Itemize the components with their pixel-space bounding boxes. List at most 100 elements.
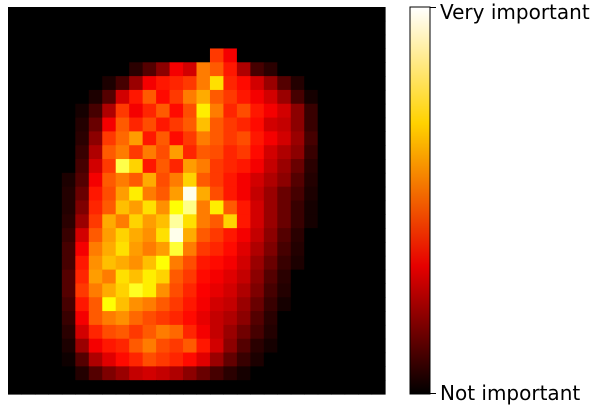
heatmap-cell bbox=[8, 269, 23, 285]
heatmap-cell bbox=[371, 269, 386, 285]
heatmap-cell bbox=[263, 366, 278, 381]
heatmap-cell bbox=[358, 241, 373, 257]
heatmap-cell bbox=[75, 7, 90, 22]
heatmap-cell bbox=[169, 89, 184, 105]
heatmap-cell bbox=[142, 297, 157, 312]
heatmap-cell bbox=[223, 297, 238, 312]
heatmap-cell bbox=[34, 20, 49, 36]
heatmap-cell bbox=[317, 200, 332, 215]
heatmap-cell bbox=[75, 200, 90, 215]
heatmap-cell bbox=[250, 62, 265, 77]
heatmap-cell bbox=[331, 186, 346, 202]
heatmap-cell bbox=[371, 255, 386, 271]
heatmap-cell bbox=[21, 228, 36, 243]
heatmap-cell bbox=[102, 34, 117, 50]
heatmap-cell bbox=[223, 145, 238, 160]
heatmap-cell bbox=[61, 7, 76, 22]
heatmap-cell bbox=[142, 7, 157, 22]
heatmap-cell bbox=[196, 380, 211, 395]
heatmap-cell bbox=[61, 159, 76, 174]
heatmap-cell bbox=[115, 89, 130, 105]
heatmap-cell bbox=[277, 297, 292, 312]
heatmap-cell bbox=[156, 76, 171, 91]
heatmap-cell bbox=[183, 117, 198, 132]
heatmap-cell bbox=[169, 145, 184, 160]
heatmap-cell bbox=[169, 228, 184, 243]
heatmap-cell bbox=[209, 145, 225, 160]
heatmap-cell bbox=[142, 131, 157, 146]
heatmap-cell bbox=[277, 131, 292, 146]
heatmap-cell bbox=[75, 20, 90, 36]
heatmap-cell bbox=[304, 228, 319, 243]
heatmap-cell bbox=[48, 34, 63, 50]
heatmap-cell bbox=[250, 131, 265, 146]
heatmap-cell bbox=[317, 380, 332, 395]
heatmap-cell bbox=[277, 311, 292, 326]
heatmap-cell bbox=[209, 48, 225, 63]
heatmap-cell bbox=[183, 380, 198, 395]
heatmap-cell bbox=[8, 89, 23, 105]
heatmap-cell bbox=[75, 89, 90, 105]
heatmap-cell bbox=[371, 34, 386, 50]
heatmap-cell bbox=[277, 48, 292, 63]
heatmap-cell bbox=[75, 172, 90, 188]
heatmap-cell bbox=[169, 159, 184, 174]
heatmap-cell bbox=[8, 324, 23, 340]
heatmap-cell bbox=[196, 241, 211, 257]
heatmap-cell bbox=[169, 186, 184, 202]
heatmap-cell bbox=[250, 103, 265, 119]
heatmap-cell bbox=[344, 311, 359, 326]
heatmap-cell bbox=[48, 103, 63, 119]
heatmap-cell bbox=[250, 145, 265, 160]
heatmap-cell bbox=[21, 352, 36, 367]
heatmap-cell bbox=[290, 117, 305, 132]
heatmap-cell bbox=[48, 62, 63, 77]
heatmap-cell bbox=[88, 103, 103, 119]
heatmap-cell bbox=[183, 255, 198, 271]
heatmap-cell bbox=[88, 255, 103, 271]
heatmap-cell bbox=[88, 131, 103, 146]
heatmap-cell bbox=[263, 89, 278, 105]
heatmap-cell bbox=[75, 117, 90, 132]
heatmap-cell bbox=[75, 48, 90, 63]
heatmap-cell bbox=[61, 269, 76, 285]
heatmap-cell bbox=[115, 159, 130, 174]
heatmap-cell bbox=[209, 338, 225, 354]
heatmap-cell bbox=[142, 380, 157, 395]
heatmap-cell bbox=[236, 241, 251, 257]
heatmap-cell bbox=[75, 366, 90, 381]
heatmap-cell bbox=[331, 297, 346, 312]
heatmap-cell bbox=[8, 380, 23, 395]
heatmap-cell bbox=[183, 352, 198, 367]
heatmap-cell bbox=[183, 241, 198, 257]
heatmap-cell bbox=[142, 200, 157, 215]
heatmap-cell bbox=[304, 214, 319, 229]
heatmap-cell bbox=[250, 380, 265, 395]
heatmap-cell bbox=[142, 324, 157, 340]
heatmap-cell bbox=[304, 34, 319, 50]
heatmap-cell bbox=[169, 380, 184, 395]
heatmap-cell bbox=[142, 20, 157, 36]
heatmap-cell bbox=[102, 338, 117, 354]
heatmap-cell bbox=[183, 214, 198, 229]
heatmap-cell bbox=[102, 269, 117, 285]
heatmap-cell bbox=[34, 200, 49, 215]
heatmap-cell bbox=[169, 366, 184, 381]
heatmap-cell bbox=[183, 283, 198, 298]
heatmap-cell bbox=[250, 172, 265, 188]
heatmap-cell bbox=[8, 311, 23, 326]
heatmap-cell bbox=[34, 352, 49, 367]
heatmap-cell bbox=[331, 48, 346, 63]
heatmap-cell bbox=[209, 89, 225, 105]
heatmap-cell bbox=[209, 34, 225, 50]
heatmap-cell bbox=[156, 352, 171, 367]
heatmap-cell bbox=[263, 255, 278, 271]
heatmap-cell bbox=[358, 338, 373, 354]
heatmap-cell bbox=[88, 241, 103, 257]
heatmap-cell bbox=[48, 145, 63, 160]
colorbar-gradient-bar bbox=[409, 6, 431, 395]
heatmap-cell bbox=[102, 283, 117, 298]
heatmap-cell bbox=[48, 159, 63, 174]
heatmap-cell bbox=[34, 186, 49, 202]
heatmap-cell bbox=[142, 283, 157, 298]
